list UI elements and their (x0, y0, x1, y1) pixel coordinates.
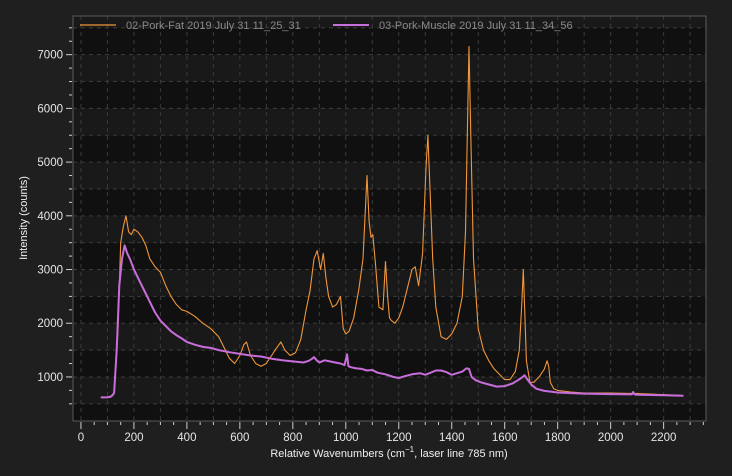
legend-label: 02-Pork-Fat 2019 July 31 11_25_31 (126, 20, 301, 32)
x-axis: 0 200 400 600 800 1000 1200 1400 1600 1800 2000 220… (78, 422, 704, 444)
plot-band (73, 162, 706, 189)
x-axis-title-tail: , laser line 785 nm) (414, 448, 508, 460)
plot-band (73, 54, 706, 82)
plot-band (73, 215, 706, 243)
plot-band (73, 16, 706, 28)
x-tick-label: 0 (78, 432, 84, 444)
y-tick-label: 5000 (37, 157, 63, 169)
series-line-2 (100, 244, 684, 399)
legend[interactable]: 02-Pork-Fat 2019 July 31 11_25_31 03-Pork… (80, 20, 573, 32)
y-tick-label: 3000 (37, 265, 63, 277)
x-tick-label: 400 (177, 432, 196, 444)
plot-band (73, 403, 706, 421)
plot-band (73, 81, 706, 109)
legend-item-1[interactable]: 02-Pork-Fat 2019 July 31 11_25_31 (80, 20, 301, 32)
plot-band (73, 188, 706, 216)
x-axis-title-superscript: −1 (405, 445, 415, 454)
plot-band (73, 376, 706, 404)
grid-lines (73, 16, 706, 421)
y-tick-label: 2000 (37, 318, 63, 330)
legend-label: 03-Pork-Muscle 2019 July 31 11_34_56 (379, 20, 573, 32)
legend-item-2[interactable]: 03-Pork-Muscle 2019 July 31 11_34_56 (333, 20, 573, 32)
plot-band (73, 108, 706, 136)
x-tick-label: 800 (283, 432, 302, 444)
y-axis: 1000 2000 3000 4000 5000 6000 7000 (37, 27, 72, 405)
y-tick-label: 4000 (37, 211, 63, 223)
y-axis-title: Intensity (counts) (18, 176, 30, 260)
plot-band (73, 242, 706, 270)
y-tick-label: 1000 (37, 372, 63, 384)
plot-band (73, 296, 706, 324)
x-tick-label: 600 (230, 432, 249, 444)
series-line-1 (100, 46, 684, 398)
x-tick-label: 1800 (545, 432, 571, 444)
x-tick-label: 2200 (651, 432, 677, 444)
x-tick-label: 2000 (598, 432, 624, 444)
x-tick-label: 1200 (386, 432, 412, 444)
x-axis-title: Relative Wavenumbers (cm−1, laser line 7… (270, 445, 507, 460)
y-tick-label: 6000 (37, 103, 63, 115)
series-layer (100, 46, 684, 399)
plot-band (73, 269, 706, 297)
plot-band (73, 135, 706, 163)
plot-band (73, 27, 706, 55)
x-tick-label: 1600 (492, 432, 518, 444)
plot-frame (72, 15, 707, 422)
plot-band (73, 350, 706, 377)
y-tick-label: 7000 (37, 50, 63, 62)
x-tick-label: 1000 (333, 432, 359, 444)
x-axis-title-main: Relative Wavenumbers (cm (270, 448, 405, 460)
x-tick-label: 1400 (439, 432, 465, 444)
x-tick-label: 200 (124, 432, 143, 444)
